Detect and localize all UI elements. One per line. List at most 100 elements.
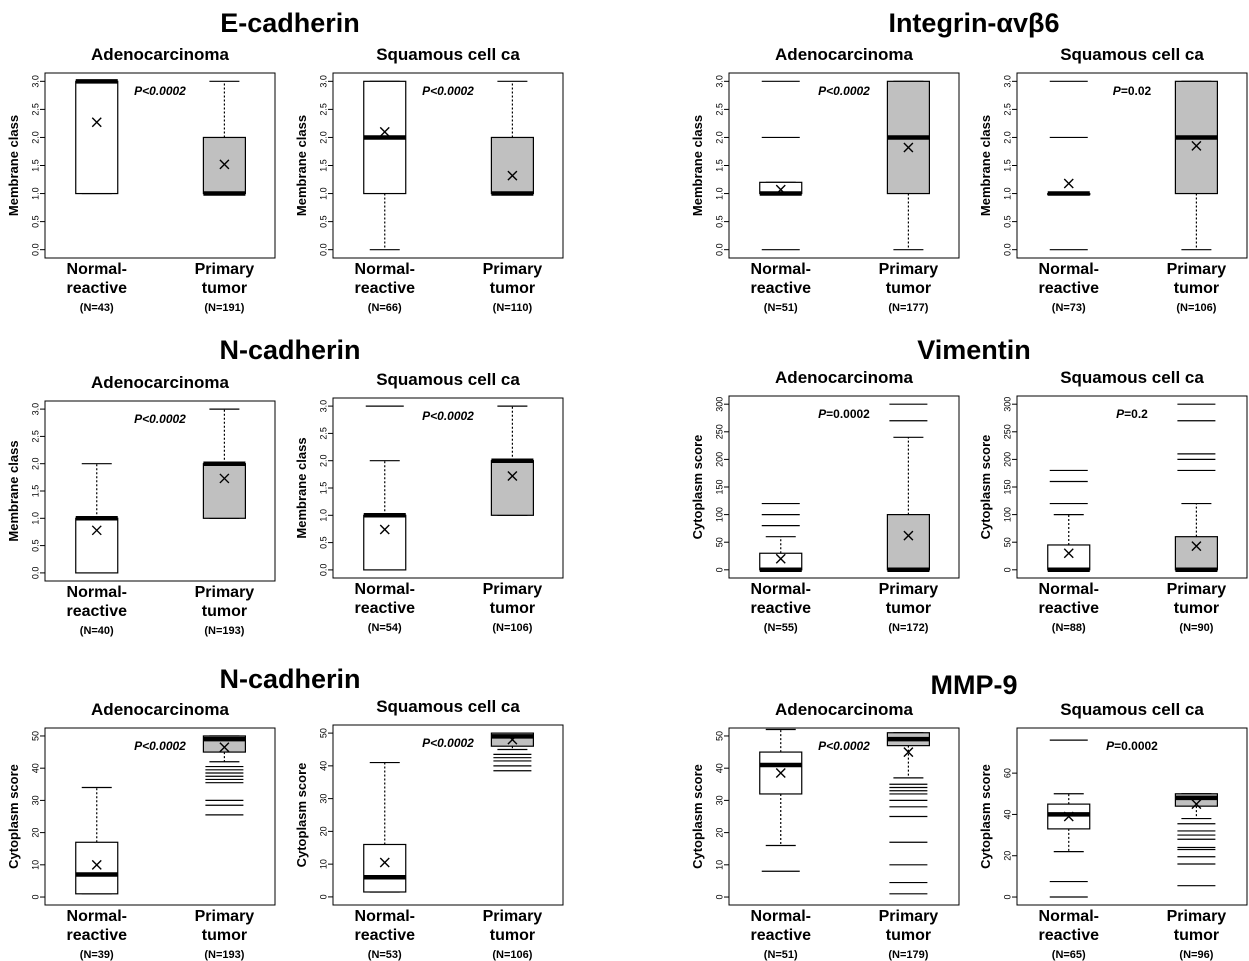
plot-frame (728, 727, 960, 906)
y-axis-label: Membrane class (690, 115, 705, 216)
subplot-title: Adenocarcinoma (775, 45, 913, 64)
category-label: Primary (879, 261, 939, 278)
y-tick-label: 20 (30, 828, 40, 838)
chart-panel-7: Squamous cell ca 0 50 100 150 200 250 300 Cytopl… (978, 368, 1248, 634)
n-label: (N=106) (492, 622, 532, 634)
y-tick-label: 0 (714, 567, 724, 572)
category-label: reactive (67, 603, 128, 620)
y-tick-label: 3.0 (30, 75, 40, 88)
y-tick-label: 3.0 (318, 400, 328, 413)
category-label: reactive (355, 280, 416, 297)
category-label: Normal- (355, 581, 415, 598)
category-label: Primary (483, 908, 543, 925)
y-axis-label: Membrane class (294, 115, 309, 216)
n-label: (N=65) (1052, 949, 1086, 961)
mean-marker (379, 857, 390, 868)
y-axis-label: Cytoplasm score (690, 764, 705, 869)
plot-frame (1016, 727, 1248, 906)
mean-marker (379, 524, 390, 535)
box (75, 80, 119, 195)
category-label: Normal- (355, 261, 415, 278)
box (490, 136, 534, 195)
y-tick-label: 50 (714, 537, 724, 547)
p-value: P=0.2 (1116, 407, 1148, 421)
category-label: Normal- (1039, 581, 1099, 598)
mean-marker (1063, 548, 1074, 559)
y-axis-label: Membrane class (6, 440, 21, 541)
box (886, 514, 931, 571)
y-axis-label: Cytoplasm score (294, 763, 309, 868)
box (363, 514, 407, 571)
chart-panel-5: Squamous cell ca 0.0 0.5 1.0 1.5 2.0 2.5 3.0 Mem… (294, 370, 564, 634)
category-label: Normal- (355, 908, 415, 925)
category-label: reactive (67, 280, 128, 297)
y-tick-label: 40 (318, 761, 328, 771)
subplot-title: Squamous cell ca (376, 370, 520, 389)
y-tick-label: 50 (1002, 537, 1012, 547)
mean-marker (1063, 811, 1074, 822)
category-label: reactive (1039, 600, 1100, 617)
y-tick-label: 1.5 (318, 482, 328, 495)
panel-title-n-cadherin-membrane: N-cadherin (219, 335, 361, 365)
mean-marker (507, 470, 518, 481)
n-label: (N=54) (368, 622, 402, 634)
n-label: (N=55) (764, 622, 798, 634)
y-tick-label: 2.0 (1002, 131, 1012, 144)
n-label: (N=110) (493, 302, 533, 314)
panel-title-vimentin: Vimentin (917, 335, 1031, 365)
chart-panel-0: Adenocarcinoma 0.0 0.5 1.0 1.5 2.0 2.5 3.0 Membr… (6, 45, 276, 314)
category-label: tumor (1174, 280, 1219, 297)
category-label: Primary (879, 581, 939, 598)
box (363, 843, 407, 893)
p-value: P<0.0002 (134, 84, 186, 98)
y-tick-label: 40 (714, 763, 724, 773)
p-letter: P (134, 412, 143, 426)
p-value: P<0.0002 (134, 412, 186, 426)
box (759, 552, 803, 571)
y-tick-label: 150 (714, 479, 724, 494)
chart-panel-9: Squamous cell ca 0 10 20 30 40 50 Cytoplasm sco… (294, 697, 564, 961)
y-tick-label: 30 (30, 795, 40, 805)
p-letter: P (134, 739, 143, 753)
mean-marker (1191, 140, 1202, 151)
y-tick-label: 1.5 (1002, 159, 1012, 172)
mean-marker (903, 747, 914, 758)
y-tick-label: 30 (318, 794, 328, 804)
category-label: Primary (483, 261, 543, 278)
y-tick-label: 0.0 (318, 243, 328, 256)
category-label: Primary (195, 908, 255, 925)
chart-panel-8: Adenocarcinoma 0 10 20 30 40 50 Cytoplasm score… (6, 700, 276, 961)
y-axis-label: Cytoplasm score (978, 764, 993, 869)
y-tick-label: 0.0 (30, 567, 40, 580)
y-tick-label: 250 (1002, 424, 1012, 439)
n-label: (N=73) (1052, 302, 1086, 314)
category-label: Primary (1167, 908, 1227, 925)
p-operator: =0.0002 (1114, 739, 1158, 753)
y-tick-label: 1.5 (30, 485, 40, 498)
y-tick-label: 2.0 (714, 131, 724, 144)
category-label: reactive (751, 927, 812, 944)
n-label: (N=177) (888, 302, 928, 314)
mean-marker (219, 159, 230, 170)
subplot-title: Adenocarcinoma (91, 700, 229, 719)
category-label: Primary (483, 581, 543, 598)
p-operator: =0.02 (1121, 84, 1152, 98)
chart-panel-3: Squamous cell ca 0.0 0.5 1.0 1.5 2.0 2.5 3.0 Mem… (978, 45, 1248, 314)
y-tick-label: 3.0 (1002, 75, 1012, 88)
p-letter: P (818, 84, 827, 98)
box (75, 841, 119, 895)
mean-marker (507, 734, 518, 745)
p-operator: <0.0002 (142, 739, 186, 753)
p-letter: P (818, 407, 827, 421)
n-label: (N=106) (492, 949, 532, 961)
box (75, 517, 119, 574)
y-tick-label: 50 (318, 728, 328, 738)
chart-panel-4: Adenocarcinoma 0.0 0.5 1.0 1.5 2.0 2.5 3.0 Membr… (6, 373, 276, 637)
y-tick-label: 50 (714, 731, 724, 741)
p-value: P<0.0002 (422, 736, 474, 750)
panel-title-n-cadherin-cytoplasm: N-cadherin (219, 664, 361, 694)
category-label: reactive (751, 600, 812, 617)
p-letter: P (422, 409, 431, 423)
subplot-title: Adenocarcinoma (91, 373, 229, 392)
